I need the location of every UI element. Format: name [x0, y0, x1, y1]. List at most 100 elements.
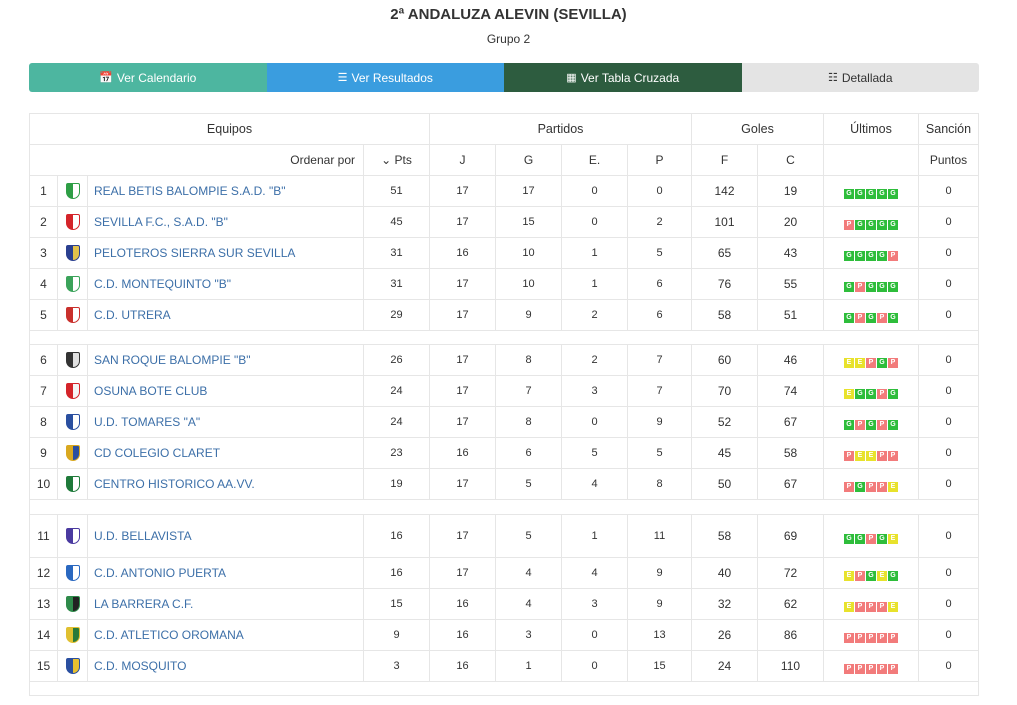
- pts-cell: 16: [363, 557, 430, 589]
- table-row: 2 SEVILLA F.C., S.A.D. "B" 45 17 15 0 2 101 20 P G…: [29, 206, 979, 238]
- team-crest-icon: [65, 307, 80, 323]
- sort-pts-header[interactable]: ⌄ Pts: [363, 144, 430, 176]
- form-badge: P: [877, 632, 887, 643]
- form-badge: P: [855, 570, 865, 581]
- position-cell: 2: [29, 206, 58, 238]
- team-link[interactable]: C.D. UTRERA: [87, 299, 364, 331]
- tab-cross-table-label: Ver Tabla Cruzada: [580, 70, 680, 85]
- lost-cell: 9: [627, 406, 692, 438]
- tab-detailed[interactable]: ☷ Detallada: [741, 63, 979, 92]
- sanction-cell: 0: [918, 206, 979, 238]
- team-link[interactable]: C.D. MONTEQUINTO "B": [87, 268, 364, 300]
- team-link[interactable]: SEVILLA F.C., S.A.D. "B": [87, 206, 364, 238]
- played-cell: 16: [429, 237, 496, 269]
- goals-for-cell: 65: [691, 237, 758, 269]
- won-cell: 3: [495, 619, 562, 651]
- tab-cross-table[interactable]: ▦ Ver Tabla Cruzada: [504, 63, 742, 92]
- form-badge: G: [844, 250, 854, 261]
- played-cell: 17: [429, 514, 496, 558]
- form-badge: G: [877, 281, 887, 292]
- won-cell: 8: [495, 344, 562, 376]
- lost-cell: 9: [627, 588, 692, 620]
- goals-for-cell: 60: [691, 344, 758, 376]
- drawn-cell: 0: [561, 206, 628, 238]
- crest-cell: [57, 406, 88, 438]
- pts-cell: 29: [363, 299, 430, 331]
- form-badge: G: [844, 419, 854, 430]
- played-cell: 17: [429, 468, 496, 500]
- team-link[interactable]: SAN ROQUE BALOMPIE "B": [87, 344, 364, 376]
- form-badge: E: [866, 450, 876, 461]
- crest-cell: [57, 375, 88, 407]
- view-tabs: 📅 Ver Calendario ☰ Ver Resultados ▦ Ver …: [29, 63, 979, 92]
- form-badge: P: [855, 281, 865, 292]
- goals-against-cell: 69: [757, 514, 824, 558]
- goals-against-cell: 62: [757, 588, 824, 620]
- drawn-cell: 3: [561, 375, 628, 407]
- lost-cell: 13: [627, 619, 692, 651]
- pts-cell: 31: [363, 237, 430, 269]
- form-badge: P: [888, 663, 898, 674]
- lost-cell: 11: [627, 514, 692, 558]
- team-link[interactable]: CD COLEGIO CLARET: [87, 437, 364, 469]
- goals-against-cell: 55: [757, 268, 824, 300]
- page-title: 2ª ANDALUZA ALEVIN (SEVILLA): [390, 6, 627, 23]
- form-badge: P: [866, 357, 876, 368]
- team-link[interactable]: C.D. ANTONIO PUERTA: [87, 557, 364, 589]
- pts-cell: 19: [363, 468, 430, 500]
- sanction-cell: 0: [918, 375, 979, 407]
- col-p-header: P: [627, 144, 692, 176]
- form-badge: P: [866, 663, 876, 674]
- position-cell: 12: [29, 557, 58, 589]
- sanction-cell: 0: [918, 268, 979, 300]
- goals-against-cell: 110: [757, 650, 824, 682]
- position-cell: 3: [29, 237, 58, 269]
- form-badge: P: [877, 663, 887, 674]
- group-header-last: Últimos: [823, 113, 919, 145]
- goals-against-cell: 67: [757, 406, 824, 438]
- page-subtitle: Grupo 2: [486, 32, 531, 46]
- played-cell: 16: [429, 588, 496, 620]
- played-cell: 16: [429, 619, 496, 651]
- group-separator: [29, 330, 979, 345]
- team-link[interactable]: OSUNA BOTE CLUB: [87, 375, 364, 407]
- goals-against-cell: 86: [757, 619, 824, 651]
- sanction-cell: 0: [918, 406, 979, 438]
- form-badge: E: [844, 357, 854, 368]
- goals-against-cell: 72: [757, 557, 824, 589]
- won-cell: 8: [495, 406, 562, 438]
- team-link[interactable]: U.D. BELLAVISTA: [87, 514, 364, 558]
- won-cell: 5: [495, 514, 562, 558]
- won-cell: 4: [495, 557, 562, 589]
- position-cell: 9: [29, 437, 58, 469]
- form-badge: G: [888, 188, 898, 199]
- crest-cell: [57, 344, 88, 376]
- goals-against-cell: 46: [757, 344, 824, 376]
- played-cell: 17: [429, 344, 496, 376]
- col-c-header: C: [757, 144, 824, 176]
- goals-for-cell: 26: [691, 619, 758, 651]
- team-link[interactable]: U.D. TOMARES "A": [87, 406, 364, 438]
- team-link[interactable]: C.D. ATLETICO OROMANA: [87, 619, 364, 651]
- table-row: 15 C.D. MOSQUITO 3 16 1 0 15 24 110 P P P P P 0: [29, 650, 979, 682]
- standings-table: Equipos Partidos Goles Últimos Sanción O…: [29, 113, 979, 696]
- tab-calendar[interactable]: 📅 Ver Calendario: [29, 63, 267, 92]
- drawn-cell: 0: [561, 175, 628, 207]
- position-cell: 15: [29, 650, 58, 682]
- team-link[interactable]: REAL BETIS BALOMPIE S.A.D. "B": [87, 175, 364, 207]
- goals-for-cell: 32: [691, 588, 758, 620]
- team-link[interactable]: CENTRO HISTORICO AA.VV.: [87, 468, 364, 500]
- team-link[interactable]: C.D. MOSQUITO: [87, 650, 364, 682]
- tab-results[interactable]: ☰ Ver Resultados: [266, 63, 504, 92]
- form-badge: G: [888, 219, 898, 230]
- team-link[interactable]: PELOTEROS SIERRA SUR SEVILLA: [87, 237, 364, 269]
- table-row: 13 LA BARRERA C.F. 15 16 4 3 9 32 62 E P P P E 0: [29, 588, 979, 620]
- won-cell: 7: [495, 375, 562, 407]
- team-link[interactable]: LA BARRERA C.F.: [87, 588, 364, 620]
- form-badge: G: [877, 250, 887, 261]
- form-badge: P: [866, 533, 876, 544]
- position-cell: 4: [29, 268, 58, 300]
